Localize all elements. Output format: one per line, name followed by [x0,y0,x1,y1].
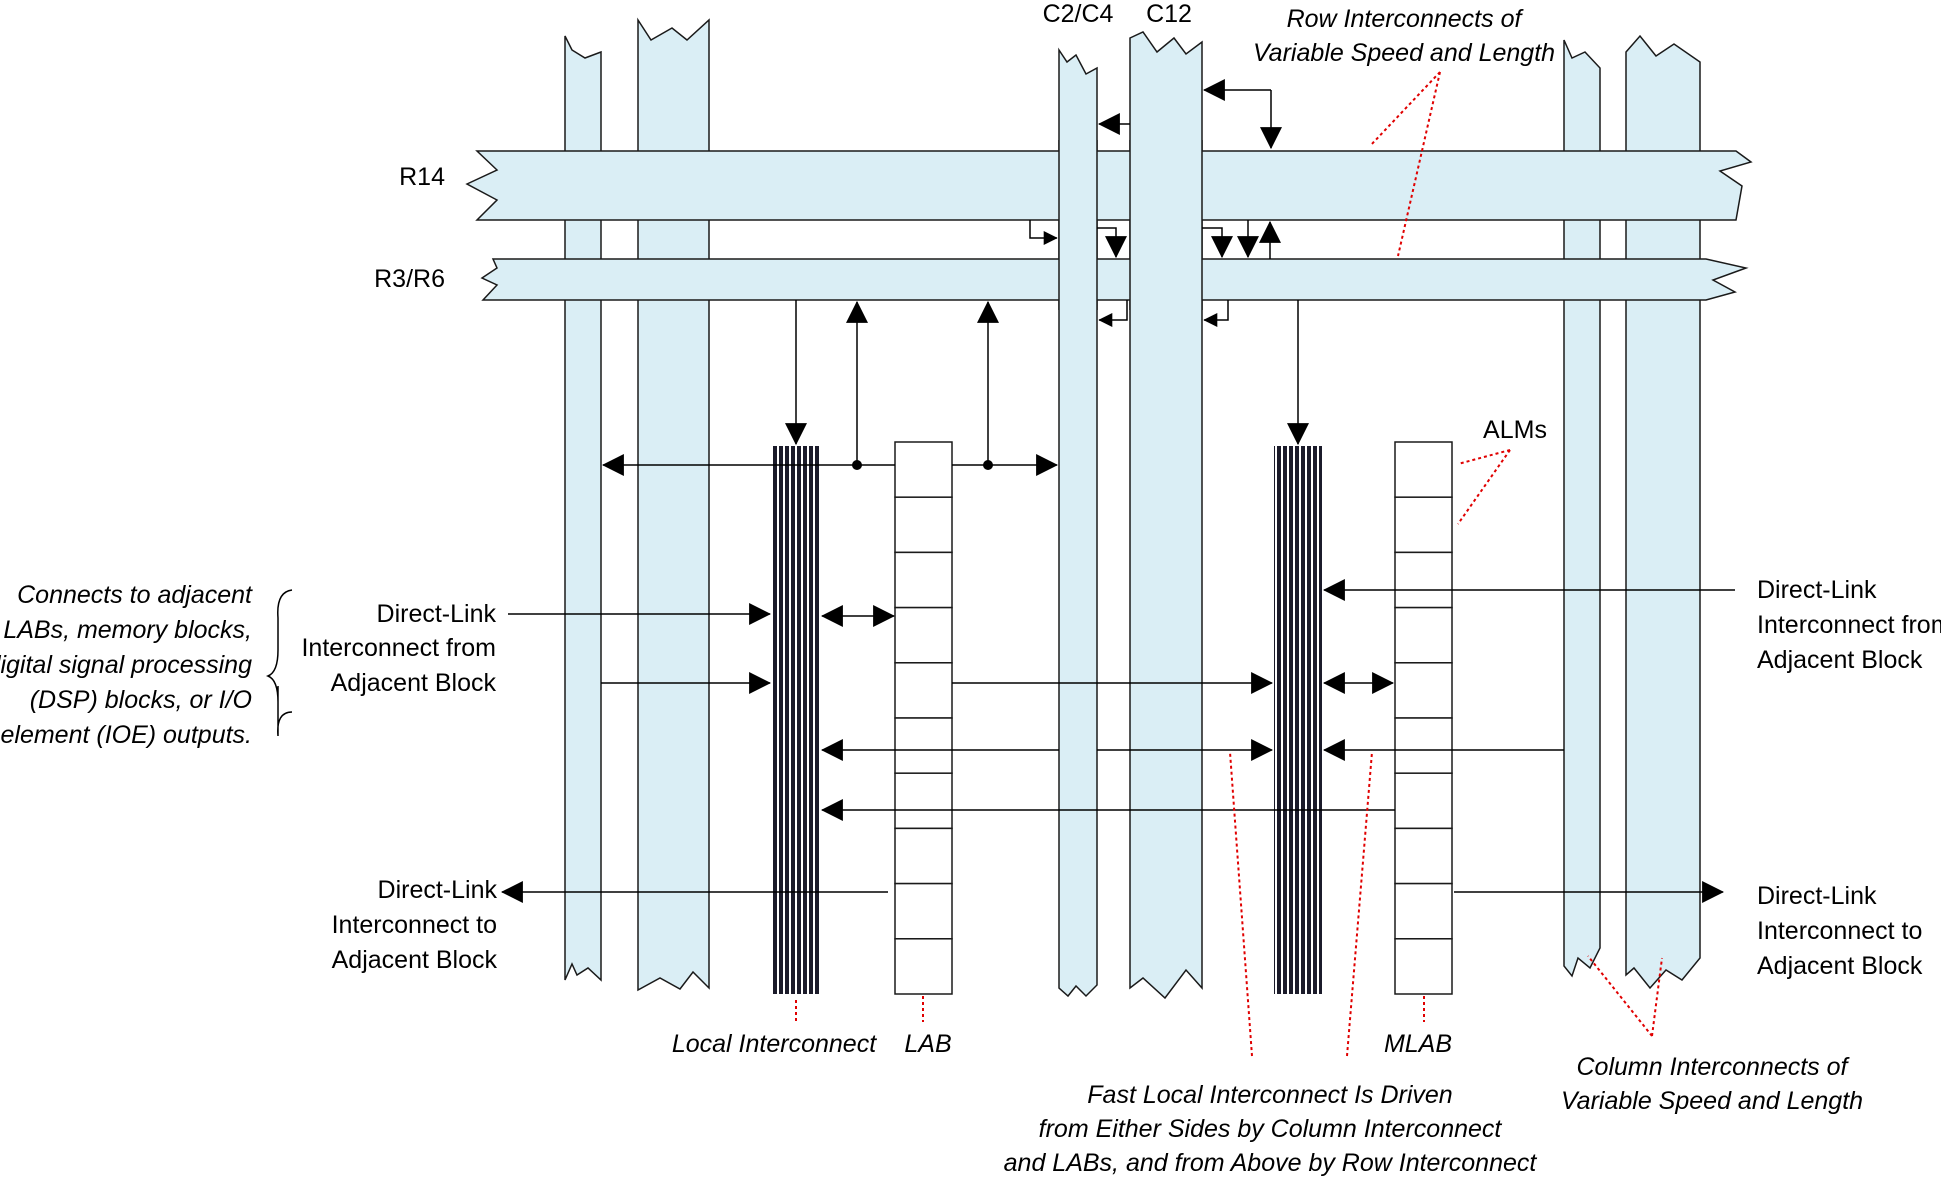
direct-link-from-left-line1: Direct-Link [377,600,497,628]
column-interconnects-label-line1: Column Interconnects of [1577,1053,1851,1081]
lab-alm-cell-3 [894,551,953,609]
label-c12: C12 [1146,0,1192,28]
lab-alm-cell-6 [894,717,953,774]
mlab-alm-cell-4 [1394,606,1453,664]
lab-alm-cell-9 [894,882,953,940]
column-annotation-pointer-2 [1651,957,1663,1037]
r3r6-to-c2c4-small-arrow [1098,300,1128,327]
connects-note-brace [265,589,293,737]
r14-to-c2c4-small-arrow [1029,220,1058,245]
fast-local-interconnect-bar [1274,446,1322,994]
label-c2c4: C2/C4 [1043,0,1114,28]
mlab-alm-cell-3 [1394,551,1453,609]
lab-alm-cell-5 [894,662,953,719]
mlab-block [1394,441,1453,995]
direct-link-from-left-line2: Interconnect from [301,634,496,662]
lab-alm-cell-8 [894,827,953,885]
mlab-alm-cell-8 [1394,827,1453,885]
row-interconnect-r14 [465,150,1753,221]
row-interconnects-label-line2: Variable Speed and Length [1253,39,1555,67]
row-interconnect-r3r6 [480,258,1749,301]
mlab-alm-cell-5 [1394,662,1453,719]
mlab-alm-cell-10 [1394,938,1453,995]
lab-alm-cell-10 [894,938,953,995]
direct-link-to-left-line3: Adjacent Block [332,946,498,974]
direct-link-from-right-line2: Interconnect from [1757,611,1941,639]
direct-link-to-left-line2: Interconnect to [332,911,497,939]
junction-dot-1 [852,460,862,470]
mlab-label: MLAB [1384,1030,1452,1058]
label-r14: R14 [399,163,445,191]
direct-link-from-left-line3: Adjacent Block [331,669,497,697]
direct-link-from-right-line3: Adjacent Block [1757,646,1923,674]
mlab-alm-cell-9 [1394,882,1453,940]
direct-link-from-right-line1: Direct-Link [1757,576,1877,604]
row-interconnects-label-line1: Row Interconnects of [1287,5,1525,33]
r14-to-r3r6-small-arrow-1 [1097,227,1127,259]
column-c12-front-segment [1130,140,1202,310]
direct-link-to-left-line1: Direct-Link [378,876,498,904]
column-c2c4-front-segment [1059,140,1097,310]
connects-note-line3: digital signal processing [0,651,252,679]
mlab-alm-cell-7 [1394,772,1453,830]
mlab-alm-cell-6 [1394,717,1453,774]
lab-label: LAB [904,1030,951,1058]
lab-alm-cell-1 [894,441,953,498]
alms-annotation-pointer-2 [1457,449,1511,525]
fast-local-pointer-2 [1346,751,1373,1057]
column-annotation-pointer-1 [1587,955,1653,1037]
direct-link-to-right-line3: Adjacent Block [1757,952,1923,980]
row-annotation-pointer-2 [1397,71,1441,257]
local-interconnect-label: Local Interconnect [672,1030,877,1058]
mlab-alm-cell-1 [1394,441,1453,498]
connects-note-line5: element (IOE) outputs. [0,721,252,749]
connects-note-line2: LABs, memory blocks, [3,616,252,644]
connects-note-line1: Connects to adjacent [17,581,253,609]
alms-annotation-pointer-1 [1457,449,1511,465]
lab-alm-cell-7 [894,772,953,830]
lab-alm-cell-2 [894,496,953,554]
direct-link-to-right-line2: Interconnect to [1757,917,1922,945]
label-r3r6: R3/R6 [374,265,445,293]
label-alms: ALMs [1483,416,1547,444]
lab-alm-cell-4 [894,606,953,664]
r14-to-r3r6-small-arrow-2 [1202,227,1233,259]
lab-block [894,441,953,995]
connects-note-line4: (DSP) blocks, or I/O [30,686,252,714]
fast-local-label-line3: and LABs, and from Above by Row Intercon… [1004,1149,1538,1177]
direct-link-to-right-line1: Direct-Link [1757,882,1877,910]
row-annotation-pointer-1 [1369,71,1441,147]
fast-local-label-line2: from Either Sides by Column Interconnect [1039,1115,1503,1143]
fast-local-pointer-1 [1229,751,1253,1057]
r3r6-to-c12-small-arrow [1203,300,1229,327]
mlab-alm-cell-2 [1394,496,1453,554]
local-interconnect-bar [772,446,820,994]
column-interconnects-label-line2: Variable Speed and Length [1561,1087,1863,1115]
junction-dot-2 [983,460,993,470]
fast-local-label-line1: Fast Local Interconnect Is Driven [1087,1081,1452,1109]
